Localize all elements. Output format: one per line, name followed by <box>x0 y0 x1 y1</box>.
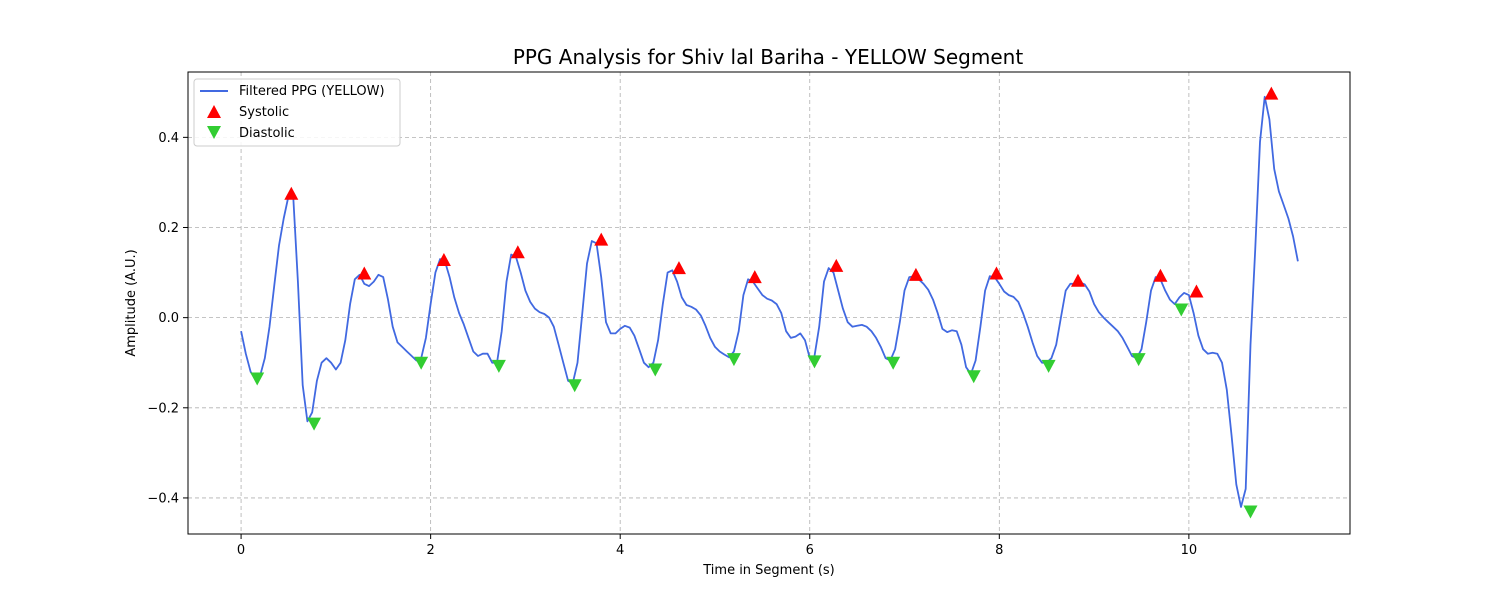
chart-title: PPG Analysis for Shiv lal Bariha - YELLO… <box>513 45 1024 69</box>
diastolic-marker <box>567 379 582 393</box>
systolic-marker <box>908 267 923 281</box>
marker-layer <box>250 86 1279 519</box>
systolic-marker <box>436 252 451 266</box>
y-axis-label: Amplitude (A.U.) <box>124 249 139 356</box>
y-tick-label: 0.0 <box>158 311 179 326</box>
systolic-marker <box>357 266 372 280</box>
axis-ticks: 0 2 4 6 8 10 −0.4 −0.2 0.0 0.2 0.4 <box>147 131 1197 558</box>
x-axis-label: Time in Segment (s) <box>702 563 834 578</box>
x-tick-label: 10 <box>1181 543 1198 558</box>
diastolic-marker <box>1174 303 1189 317</box>
systolic-marker <box>1153 268 1168 282</box>
diastolic-marker <box>307 417 322 431</box>
x-tick-label: 2 <box>426 543 434 558</box>
y-tick-label: 0.2 <box>158 221 179 236</box>
y-tick-label: −0.4 <box>147 491 179 506</box>
legend-box <box>193 78 401 147</box>
systolic-marker <box>1070 273 1085 287</box>
diastolic-marker <box>1131 353 1146 367</box>
diastolic-marker <box>648 363 663 377</box>
diastolic-marker <box>807 355 822 369</box>
legend-label-diastolic: Diastolic <box>239 126 295 141</box>
systolic-marker <box>510 245 525 259</box>
x-tick-label: 6 <box>806 543 814 558</box>
y-tick-label: 0.4 <box>158 131 179 146</box>
x-tick-label: 8 <box>995 543 1003 558</box>
legend-label-systolic: Systolic <box>239 105 289 120</box>
x-tick-label: 4 <box>616 543 624 558</box>
legend-diastolic-marker <box>207 126 221 139</box>
legend-label-filtered-ppg: Filtered PPG (YELLOW) <box>239 84 385 99</box>
legend: Filtered PPG (YELLOW) Systolic Diastolic <box>193 78 401 147</box>
systolic-marker <box>671 261 686 275</box>
legend-systolic-marker <box>207 105 221 118</box>
systolic-marker <box>1264 86 1279 100</box>
diastolic-marker <box>1243 505 1258 519</box>
diastolic-marker <box>414 356 429 370</box>
systolic-marker <box>1189 284 1204 298</box>
plot-frame <box>187 71 1351 535</box>
diastolic-marker <box>726 353 741 367</box>
systolic-marker <box>747 270 762 284</box>
diastolic-marker <box>491 359 506 373</box>
y-tick-label: −0.2 <box>147 401 179 416</box>
diastolic-marker <box>1041 359 1056 373</box>
systolic-marker <box>829 258 844 272</box>
diastolic-marker <box>966 370 981 384</box>
systolic-marker <box>284 186 299 200</box>
systolic-marker <box>989 266 1004 280</box>
diastolic-marker <box>886 356 901 370</box>
systolic-marker <box>594 232 609 246</box>
diastolic-marker <box>250 372 265 386</box>
x-tick-label: 0 <box>237 543 245 558</box>
